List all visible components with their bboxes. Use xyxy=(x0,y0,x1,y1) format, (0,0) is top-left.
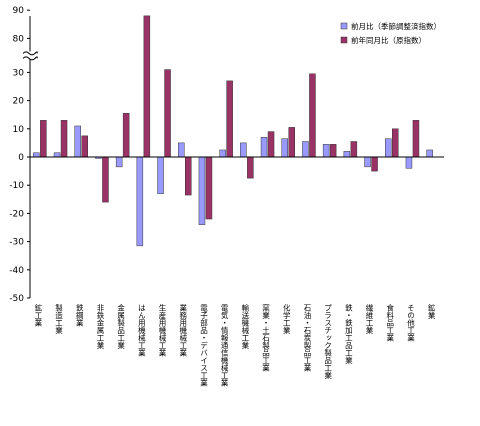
bar-yoy xyxy=(226,80,233,158)
y-tick-label: 30 xyxy=(13,68,25,78)
bar-yoy xyxy=(350,141,358,158)
bar-yoy xyxy=(185,156,192,196)
y-tick-label: -10 xyxy=(9,181,24,191)
category-label: プラスチック製品工業 xyxy=(323,304,332,381)
bar-mom xyxy=(157,156,164,194)
category-labels: 鉱工業 製造工業 鉄鋼業 非鉄金属工業 金属製品工業 はん用機械工業 生産用機械工業 業務用機… xyxy=(34,303,437,388)
y-tick-label: 0 xyxy=(18,153,24,163)
y-tick-label: -40 xyxy=(9,266,24,276)
category-label: 金属製品工業 xyxy=(116,303,125,351)
category-label: 繊維工業 xyxy=(365,303,374,336)
y-tick-label: 10 xyxy=(13,125,25,135)
bar-mom xyxy=(426,149,433,158)
category-label: 製造工業 xyxy=(54,303,63,336)
bar-mom xyxy=(302,141,309,158)
category-label: 鉱業 xyxy=(427,303,436,321)
bar-yoy xyxy=(329,144,337,158)
category-label: 窯業・土石製品工業 xyxy=(261,303,270,373)
bar-mom xyxy=(405,156,413,169)
category-label: 電子部品・デバイス工業 xyxy=(199,304,208,388)
bar-yoy xyxy=(247,156,254,179)
axis-break-line-lower xyxy=(22,56,38,61)
y-tick-label: -20 xyxy=(9,209,24,219)
bar-mom xyxy=(385,138,392,158)
category-label: 石油・石炭製品工業 xyxy=(303,304,312,373)
bar-mom xyxy=(198,156,206,225)
category-label: 非鉄金属工業 xyxy=(96,303,105,351)
y-tick-label: 90 xyxy=(13,6,25,16)
category-label: 鉱工業 xyxy=(34,303,43,328)
bar-yoy xyxy=(205,156,213,220)
bar-yoy xyxy=(102,156,109,203)
bar-mom xyxy=(136,156,144,247)
bar-mom xyxy=(240,142,247,158)
bar-yoy xyxy=(288,127,295,158)
y-tick-label: -30 xyxy=(9,238,24,248)
bar-mom xyxy=(260,137,268,158)
category-label: 鉄・鉄加工品工業 xyxy=(344,303,353,366)
bar-mom xyxy=(364,156,371,168)
bar-mom xyxy=(322,144,330,158)
bar-yoy xyxy=(164,69,171,158)
bar-yoy xyxy=(267,131,275,158)
bar-yoy xyxy=(412,120,420,158)
bars xyxy=(33,15,433,247)
bar-yoy xyxy=(40,120,47,158)
bar-mom xyxy=(178,142,185,158)
bar-mom xyxy=(33,152,40,158)
bar-yoy xyxy=(143,15,151,158)
bar-mom xyxy=(343,151,351,158)
bar-mom xyxy=(115,156,123,168)
y-tick-label: 80 xyxy=(13,34,25,44)
bar-yoy xyxy=(392,128,399,158)
bar-yoy xyxy=(122,113,130,158)
bar-mom xyxy=(219,149,226,158)
y-tick-label: -50 xyxy=(9,294,24,304)
category-label: 生産用機械工業 xyxy=(158,303,167,358)
category-label: 電気・情報通信機械工業 xyxy=(220,304,229,388)
legend-swatch xyxy=(340,22,348,30)
axis-break-gap xyxy=(24,51,36,60)
legend-label: 前年同月比（原指数） xyxy=(351,35,426,45)
bar-mom xyxy=(53,152,61,158)
bar-yoy xyxy=(60,120,68,158)
category-label: 鉄鋼業 xyxy=(75,303,84,328)
bar-mom xyxy=(281,138,288,158)
bar-yoy xyxy=(309,73,316,158)
legend-label: 前月比（季節調整済指数） xyxy=(351,21,441,31)
bar-mom xyxy=(74,125,81,158)
legend: 前月比（季節調整済指数） 前年同月比（原指数） xyxy=(340,21,441,45)
category-label: 輸送機械工業 xyxy=(241,303,250,351)
y-tick-label: 20 xyxy=(13,97,25,107)
y-axis-tick-labels: -50 -40 -30 -20 -10 0 10 20 30 80 90 xyxy=(9,6,24,304)
legend-swatch xyxy=(340,36,348,44)
category-label: 化学工業 xyxy=(282,303,291,336)
category-label: はん用機械工業 xyxy=(137,304,146,358)
category-label: 食料品工業 xyxy=(386,303,395,343)
axis-break-line-upper xyxy=(22,51,38,56)
category-label: 業務用機械工業 xyxy=(179,303,188,358)
category-label: その他工業 xyxy=(406,304,415,343)
bar-yoy xyxy=(371,156,378,172)
bar-yoy xyxy=(81,135,88,158)
axis-break-mark xyxy=(22,51,38,61)
